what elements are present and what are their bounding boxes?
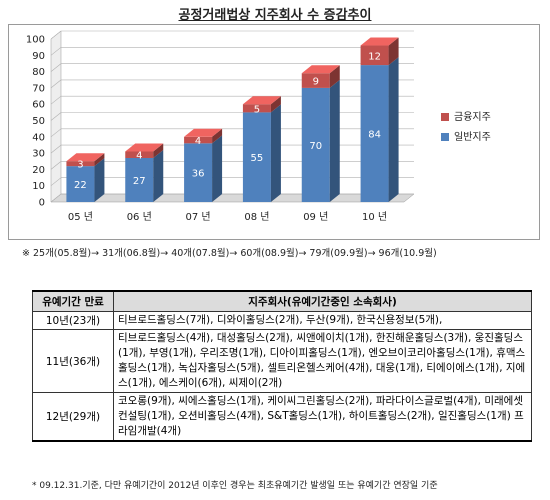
bar-segment	[360, 65, 389, 202]
chart-title: 공정거래법상 지주회사 수 증감추이	[178, 8, 372, 23]
bar-segment	[360, 45, 389, 66]
gridline-diagonal	[50, 63, 62, 72]
x-tick-label: 06 년	[127, 211, 152, 223]
bar-segment	[125, 157, 154, 202]
bar-top	[66, 153, 105, 162]
y-tick-label: 0	[39, 198, 45, 209]
data-label: 5	[254, 104, 260, 115]
bar-segment	[125, 151, 154, 158]
chart-floor	[50, 193, 415, 203]
data-label: 4	[195, 136, 201, 147]
bar-top	[184, 128, 223, 137]
period-cell: 11년(36개)	[32, 329, 114, 393]
bar-side	[94, 158, 105, 202]
gridline-diagonal	[50, 112, 62, 121]
y-tick-label: 70	[32, 83, 45, 94]
bar-side	[153, 149, 164, 202]
data-label: 12	[368, 51, 381, 62]
gridline-diagonal	[50, 79, 62, 89]
x-tick-label: 07 년	[186, 211, 211, 223]
y-tick-label: 60	[32, 100, 45, 111]
y-tick-label: 10	[32, 181, 45, 192]
legend-label: 금융지주	[454, 111, 491, 123]
y-tick-label: 80	[32, 67, 45, 78]
y-tick-label: 90	[32, 51, 45, 62]
y-tick-label: 30	[32, 149, 45, 160]
data-label: 70	[309, 141, 322, 152]
x-tick-label: 10 년	[362, 211, 387, 223]
bar-segment	[301, 87, 330, 202]
data-label: 36	[192, 169, 205, 180]
y-tick-label: 40	[32, 132, 45, 143]
footnote: * 09.12.31.기준, 다만 유예기간이 2012년 이후인 경우는 최초…	[32, 481, 438, 491]
companies-cell: 티브로드홀딩스(4개), 대성홀딩스(2개), 씨앤에이치(1개), 한진해운홀…	[113, 329, 532, 393]
bar-side	[153, 143, 164, 158]
gridline-diagonal	[50, 30, 62, 40]
gridline-diagonal	[50, 95, 62, 105]
legend-swatch	[441, 113, 449, 121]
table-row: 12년(29개) 코오롱(9개), 씨에스홀딩스(1개), 케이씨그린홀딩스(2…	[32, 392, 532, 442]
x-tick-label: 05 년	[68, 211, 93, 223]
table-row: 11년(36개) 티브로드홀딩스(4개), 대성홀딩스(2개), 씨앤에이치(1…	[32, 329, 532, 393]
header-period: 유예기간 만료	[32, 290, 114, 312]
bar-side	[388, 57, 399, 202]
bar-side	[94, 153, 105, 167]
bar-segment	[66, 161, 95, 167]
x-tick-label: 08 년	[244, 211, 269, 223]
data-label: 27	[133, 176, 146, 187]
bar-side	[270, 104, 281, 202]
bar-segment	[66, 166, 95, 202]
data-label: 4	[136, 151, 142, 162]
gridline-diagonal	[50, 177, 62, 186]
bar-top	[125, 143, 164, 152]
gridline-diagonal	[50, 47, 62, 56]
chart-area: 0 10 20 30 40 50 60 70 80 90 100 22 3 05 년 27 4 06 년 36 4 0…	[8, 24, 540, 240]
bar-segment	[301, 73, 330, 88]
bar-side	[388, 37, 399, 66]
bar-segment	[242, 112, 271, 202]
bar-chart: 0 10 20 30 40 50 60 70 80 90 100 22 3 05 년 27 4 06 년 36 4 0…	[26, 30, 491, 223]
growth-summary: ※ 25개(05.8월)→ 31개(06.8월)→ 40개(07.8월)→ 60…	[22, 248, 437, 259]
data-label: 3	[77, 160, 83, 171]
legend-swatch	[441, 133, 449, 141]
y-tick-label: 100	[26, 35, 45, 46]
bar-side	[212, 128, 223, 144]
bar-side	[212, 135, 223, 202]
companies-cell: 코오롱(9개), 씨에스홀딩스(1개), 케이씨그린홀딩스(2개), 파라다이스…	[113, 392, 532, 442]
companies-cell: 티브로드홀딩스(7개), 디와이홀딩스(2개), 두산(9개), 한국신용정보(…	[113, 311, 532, 330]
bar-top	[360, 37, 399, 46]
table-row: 10년(23개) 티브로드홀딩스(7개), 디와이홀딩스(2개), 두산(9개)…	[32, 311, 532, 330]
bar-top	[242, 96, 281, 105]
bar-side	[329, 65, 340, 88]
table-header-row: 유예기간 만료 지주회사(유예기간중인 소속회사)	[32, 290, 532, 312]
bar-segment	[242, 104, 271, 113]
legend-label: 일반지주	[454, 131, 491, 143]
gridline-diagonal	[50, 193, 62, 203]
gridline-diagonal	[50, 144, 62, 154]
y-tick-label: 20	[32, 165, 45, 176]
x-tick-label: 09 년	[303, 211, 328, 223]
grace-period-table: 유예기간 만료 지주회사(유예기간중인 소속회사) 10년(23개) 티브로드홀…	[32, 290, 532, 442]
y-tick-label: 50	[32, 116, 45, 127]
data-label: 84	[368, 130, 381, 141]
header-companies: 지주회사(유예기간중인 소속회사)	[113, 290, 532, 312]
period-cell: 12년(29개)	[32, 392, 114, 442]
bar-segment	[184, 136, 213, 144]
bar-side	[329, 79, 340, 202]
bar-side	[270, 96, 281, 113]
gridline-diagonal	[50, 161, 62, 170]
data-label: 55	[251, 153, 264, 164]
data-label: 22	[74, 180, 87, 191]
data-label: 9	[313, 77, 319, 88]
gridline-diagonal	[50, 128, 62, 138]
bar-top	[301, 65, 340, 74]
bar-segment	[184, 143, 213, 202]
period-cell: 10년(23개)	[32, 311, 114, 330]
